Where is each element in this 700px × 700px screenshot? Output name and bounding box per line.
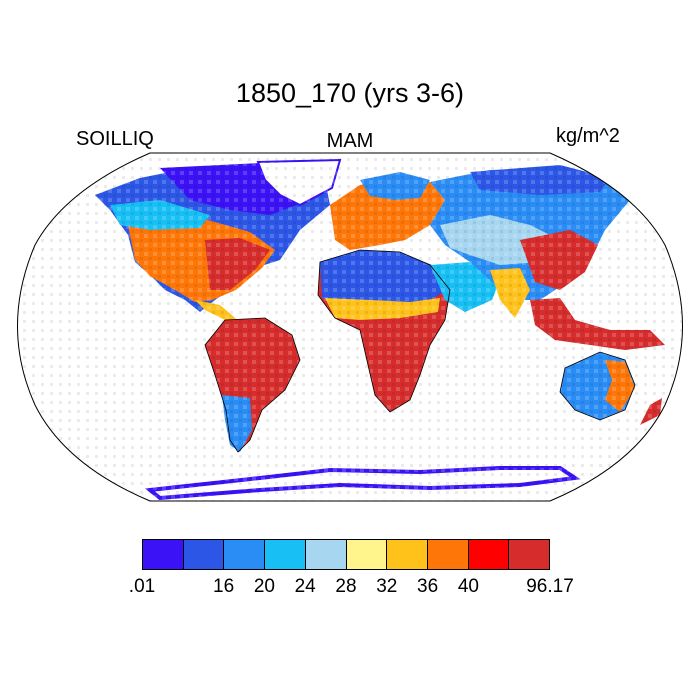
- colorbar: [142, 539, 550, 570]
- colorbar-segment: [183, 540, 225, 569]
- colorbar-tick-label: 24: [294, 576, 316, 597]
- colorbar-segment: [143, 540, 184, 569]
- colorbar-tick-label: 36: [417, 576, 439, 597]
- season-label: MAM: [326, 130, 374, 152]
- colorbar-segment: [387, 540, 428, 569]
- colorbar-tick-label: 28: [335, 576, 357, 597]
- colorbar-segment: [346, 540, 388, 569]
- units-label: kg/m^2: [556, 125, 620, 147]
- projection-outline: [17, 152, 683, 502]
- colorbar-tick-label: 40: [457, 576, 479, 597]
- plot-title: 1850_170 (yrs 3-6): [235, 78, 465, 108]
- colorbar-tick-label: 96.17: [526, 576, 574, 597]
- colorbar-tick-label: .01: [128, 576, 156, 597]
- colorbar-segment: [509, 540, 550, 569]
- colorbar-segment: [305, 540, 347, 569]
- colorbar-segment: [468, 540, 510, 569]
- colorbar-segment: [224, 540, 266, 569]
- variable-label: SOILLIQ: [76, 128, 154, 150]
- colorbar-segment: [427, 540, 469, 569]
- colorbar-segment: [265, 540, 306, 569]
- colorbar-tick-label: 20: [253, 576, 275, 597]
- colorbar-tick-label: 32: [376, 576, 398, 597]
- colorbar-tick-label: 16: [213, 576, 235, 597]
